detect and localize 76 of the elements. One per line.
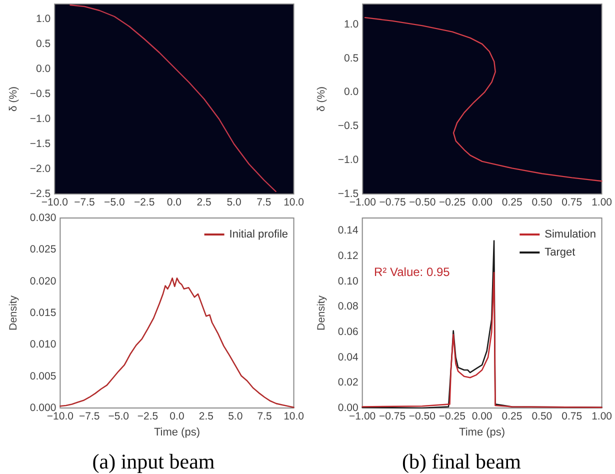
- y-tick-label: 1.0: [344, 18, 359, 30]
- x-tick-label: −1.00: [349, 410, 376, 422]
- y-tick-label: 0.030: [30, 212, 56, 224]
- x-tick-label: 2.5: [198, 410, 214, 422]
- x-tick-label: −0.75: [378, 410, 406, 422]
- text: (b) final beam: [402, 450, 521, 474]
- x-tick-label: 1.00: [592, 410, 612, 422]
- y-tick-label: −0.5: [338, 120, 359, 132]
- x-tick-label: −10.0: [41, 196, 68, 208]
- y-tick-label: 0.015: [30, 307, 56, 319]
- annotation: R² Value: 0.95: [374, 265, 450, 279]
- x-tick-label: −5.0: [108, 410, 130, 422]
- line-series: [60, 278, 294, 408]
- x-tick-label: −2.5: [137, 410, 158, 422]
- x-tick-label: 0.00: [472, 410, 492, 422]
- text: (a) input beam: [92, 450, 215, 474]
- y-axis-title: Density: [8, 294, 20, 331]
- y-tick-label: 0.005: [30, 370, 56, 382]
- y-tick-label: −1.5: [30, 138, 51, 150]
- y-tick-label: 0.010: [30, 338, 56, 351]
- y-axis-title: δ (%): [316, 86, 328, 112]
- y-tick-label: 0.0: [36, 63, 51, 75]
- legend-label: Simulation: [544, 228, 596, 240]
- line-series: [70, 4, 276, 192]
- y-tick-label: −1.0: [30, 113, 51, 125]
- y-tick-label: 0.5: [36, 38, 51, 50]
- x-tick-label: −0.50: [409, 196, 436, 208]
- x-tick-label: −10.0: [46, 410, 74, 422]
- x-tick-label: −1.00: [349, 196, 376, 208]
- y-tick-label: 1.0: [36, 13, 51, 25]
- x-tick-label: 10.0: [284, 410, 304, 422]
- y-tick-label: 0.10: [338, 275, 358, 288]
- x-tick-label: 0.00: [472, 196, 493, 208]
- y-tick-label: 0.06: [338, 326, 358, 338]
- line-series: [364, 16, 602, 182]
- x-tick-label: 1.00: [592, 196, 612, 208]
- y-tick-label: 0.14: [338, 224, 358, 237]
- x-tick-label: 5.0: [226, 196, 242, 208]
- x-axis-title: Time (ps): [154, 426, 200, 438]
- x-tick-label: −0.25: [439, 196, 466, 208]
- y-tick-label: −2.0: [30, 163, 51, 175]
- x-tick-label: −0.50: [408, 410, 436, 422]
- x-tick-label: 7.5: [256, 196, 272, 208]
- y-axis-title: δ (%): [8, 86, 20, 112]
- x-tick-label: −0.25: [438, 410, 466, 422]
- y-tick-label: 0.025: [30, 244, 56, 256]
- x-tick-label: 0.25: [502, 410, 522, 422]
- y-tick-label: 0.5: [344, 52, 359, 64]
- x-tick-label: −5.0: [104, 196, 125, 208]
- x-tick-label: 7.5: [257, 410, 272, 422]
- y-tick-label: −0.5: [30, 88, 51, 100]
- x-tick-label: −0.75: [379, 196, 406, 208]
- x-tick-label: 0.0: [166, 196, 182, 208]
- x-tick-label: 0.75: [562, 410, 582, 422]
- x-tick-label: −7.5: [79, 410, 100, 422]
- x-tick-label: 5.0: [228, 410, 243, 422]
- y-tick-label: 0.04: [338, 351, 358, 364]
- y-tick-label: −1.0: [338, 154, 359, 166]
- y-tick-label: 0.08: [338, 300, 358, 313]
- x-tick-label: 0.0: [170, 410, 184, 422]
- x-axis-title: Time (ps): [459, 426, 506, 438]
- x-tick-label: −2.5: [134, 196, 155, 208]
- y-tick-label: 0.0: [344, 86, 359, 98]
- y-axis-title: Density: [316, 294, 328, 331]
- y-tick-label: 0.020: [30, 275, 56, 288]
- x-tick-label: 2.5: [196, 196, 212, 208]
- legend-label: Initial profile: [229, 228, 288, 240]
- y-tick-label: 0.02: [338, 376, 358, 389]
- x-tick-label: 0.25: [502, 196, 522, 208]
- x-tick-label: −7.5: [74, 196, 96, 208]
- legend-label: Target: [544, 246, 576, 258]
- x-tick-label: 0.50: [532, 410, 552, 422]
- x-tick-label: 0.75: [562, 196, 582, 208]
- x-tick-label: 0.50: [532, 196, 552, 208]
- y-tick-label: 0.12: [338, 250, 358, 262]
- x-tick-label: 10.0: [284, 196, 304, 208]
